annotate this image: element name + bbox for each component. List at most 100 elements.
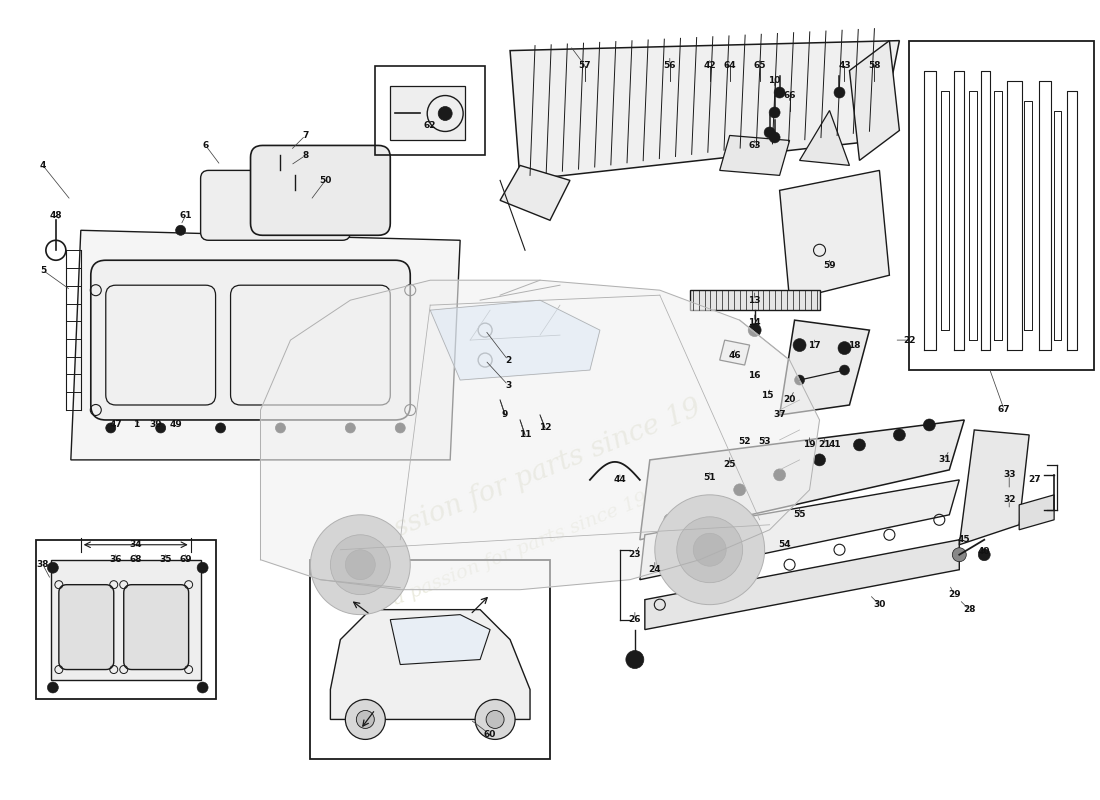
Circle shape: [345, 550, 375, 580]
Bar: [36, 540, 216, 699]
Text: 37: 37: [773, 410, 785, 419]
Text: 51: 51: [704, 474, 716, 482]
Circle shape: [748, 324, 761, 337]
Polygon shape: [719, 340, 750, 365]
Circle shape: [764, 127, 776, 138]
Circle shape: [176, 226, 186, 235]
Text: 60: 60: [484, 730, 496, 739]
Polygon shape: [430, 300, 600, 380]
FancyBboxPatch shape: [123, 585, 188, 670]
Text: 11: 11: [519, 430, 531, 439]
Text: 49: 49: [169, 421, 182, 430]
Circle shape: [769, 132, 780, 143]
Polygon shape: [500, 166, 570, 220]
Text: 19: 19: [803, 441, 816, 450]
Text: 67: 67: [998, 406, 1011, 414]
Text: 41: 41: [828, 441, 840, 450]
Text: 42: 42: [703, 61, 716, 70]
Circle shape: [676, 517, 742, 582]
Text: 36: 36: [110, 555, 122, 564]
Circle shape: [330, 534, 390, 594]
Text: 9: 9: [502, 410, 508, 419]
Text: 12: 12: [539, 423, 551, 433]
Circle shape: [438, 106, 452, 121]
Text: 52: 52: [738, 438, 751, 446]
Bar: [910, 41, 1094, 370]
Polygon shape: [640, 480, 959, 580]
Bar: [390, 86, 465, 141]
Circle shape: [663, 514, 675, 526]
Text: 26: 26: [628, 615, 641, 624]
Circle shape: [839, 365, 849, 375]
Text: 14: 14: [748, 318, 761, 326]
Text: 2: 2: [505, 355, 512, 365]
Circle shape: [395, 423, 405, 433]
Text: 27: 27: [1027, 475, 1041, 484]
Text: 38: 38: [36, 560, 50, 570]
Text: 44: 44: [614, 475, 626, 484]
Text: 68: 68: [130, 555, 142, 564]
Text: 25: 25: [724, 460, 736, 470]
Text: 10: 10: [769, 76, 781, 85]
Text: 65: 65: [754, 61, 766, 70]
Polygon shape: [1020, 495, 1054, 530]
Text: 3: 3: [505, 381, 512, 390]
Polygon shape: [780, 320, 869, 415]
Text: 47: 47: [109, 421, 122, 430]
Text: 13: 13: [748, 296, 761, 305]
Text: 22: 22: [903, 336, 915, 345]
Text: 1: 1: [133, 421, 139, 430]
Circle shape: [773, 469, 785, 481]
Circle shape: [47, 562, 58, 573]
Bar: [310, 560, 550, 759]
Circle shape: [693, 534, 726, 566]
FancyBboxPatch shape: [200, 170, 350, 240]
Circle shape: [834, 87, 845, 98]
Text: 58: 58: [868, 61, 881, 70]
Polygon shape: [390, 614, 491, 665]
Text: 33: 33: [1003, 470, 1015, 479]
Circle shape: [197, 562, 208, 573]
Circle shape: [793, 338, 806, 351]
Polygon shape: [510, 41, 900, 180]
Text: 5: 5: [40, 266, 46, 274]
Text: 4: 4: [40, 161, 46, 170]
Circle shape: [893, 429, 905, 441]
Circle shape: [774, 87, 785, 98]
Polygon shape: [849, 41, 900, 161]
Circle shape: [216, 423, 225, 433]
Polygon shape: [959, 430, 1030, 545]
Text: 69: 69: [179, 555, 191, 564]
Circle shape: [310, 515, 410, 614]
Text: 20: 20: [783, 395, 795, 405]
Circle shape: [197, 682, 208, 693]
Text: 45: 45: [958, 535, 970, 544]
Polygon shape: [800, 110, 849, 166]
Text: 63: 63: [748, 141, 761, 150]
Circle shape: [47, 682, 58, 693]
Circle shape: [814, 454, 825, 466]
Text: 17: 17: [808, 341, 821, 350]
Circle shape: [794, 375, 804, 385]
Text: 23: 23: [628, 550, 641, 559]
Text: 56: 56: [663, 61, 676, 70]
Text: 66: 66: [783, 91, 795, 100]
Text: 61: 61: [179, 211, 191, 220]
Polygon shape: [330, 610, 530, 719]
Circle shape: [345, 699, 385, 739]
Text: 6: 6: [202, 141, 209, 150]
Circle shape: [274, 149, 287, 162]
Text: 53: 53: [758, 438, 771, 446]
Text: 50: 50: [319, 176, 331, 185]
Text: 21: 21: [818, 441, 830, 450]
Text: 55: 55: [793, 510, 806, 519]
Text: a passion for parts since 19: a passion for parts since 19: [334, 394, 705, 565]
Text: 34: 34: [130, 540, 142, 550]
Polygon shape: [640, 420, 965, 540]
Circle shape: [106, 423, 116, 433]
FancyBboxPatch shape: [59, 585, 113, 670]
Circle shape: [923, 419, 935, 431]
Text: 28: 28: [962, 605, 976, 614]
Text: 39: 39: [150, 421, 162, 430]
FancyBboxPatch shape: [91, 260, 410, 420]
